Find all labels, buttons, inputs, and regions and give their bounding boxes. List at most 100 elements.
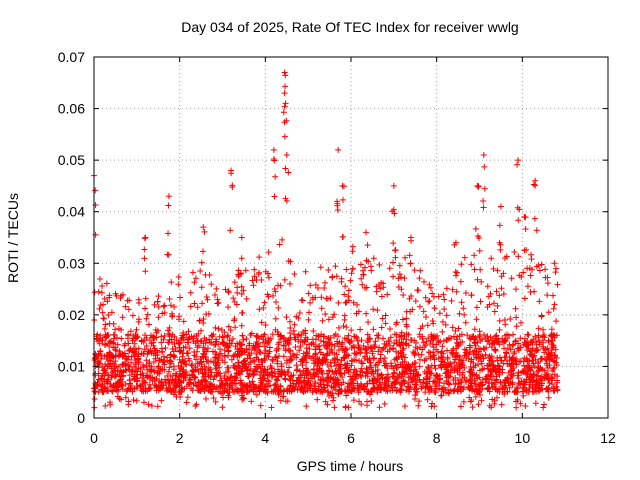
data-point bbox=[125, 356, 132, 363]
data-point bbox=[301, 337, 308, 344]
data-point bbox=[117, 367, 124, 374]
data-point bbox=[348, 344, 355, 351]
data-point bbox=[312, 351, 319, 358]
data-point bbox=[272, 326, 279, 333]
data-point bbox=[343, 392, 350, 399]
data-point bbox=[325, 374, 332, 381]
data-point bbox=[521, 247, 528, 254]
data-point bbox=[422, 294, 429, 301]
data-point bbox=[475, 183, 482, 190]
data-point bbox=[274, 360, 281, 367]
data-point bbox=[476, 391, 483, 398]
data-point bbox=[396, 341, 403, 348]
data-point bbox=[366, 377, 373, 384]
data-point bbox=[513, 404, 520, 411]
data-point bbox=[393, 331, 400, 338]
data-point bbox=[520, 269, 527, 276]
data-point bbox=[536, 298, 543, 305]
data-point bbox=[513, 384, 520, 391]
data-point bbox=[524, 331, 531, 338]
data-point bbox=[287, 258, 294, 265]
data-point bbox=[199, 370, 206, 377]
data-point bbox=[154, 298, 161, 305]
data-point bbox=[271, 193, 278, 200]
data-point bbox=[472, 342, 479, 349]
data-point bbox=[373, 385, 380, 392]
data-point bbox=[418, 383, 425, 390]
data-point bbox=[364, 388, 371, 395]
data-point bbox=[92, 187, 99, 194]
data-point bbox=[119, 291, 126, 298]
data-point bbox=[178, 384, 185, 391]
data-point bbox=[431, 388, 438, 395]
data-point bbox=[285, 347, 292, 354]
data-point bbox=[476, 247, 483, 254]
data-point bbox=[322, 310, 329, 317]
data-point bbox=[398, 380, 405, 387]
data-point bbox=[117, 377, 124, 384]
data-point bbox=[546, 380, 553, 387]
data-point bbox=[369, 350, 376, 357]
data-point bbox=[213, 351, 220, 358]
data-point bbox=[424, 322, 431, 329]
data-point bbox=[331, 404, 338, 411]
data-point bbox=[444, 386, 451, 393]
data-point bbox=[473, 316, 480, 323]
grid-lines bbox=[94, 57, 608, 418]
data-point bbox=[511, 350, 518, 357]
data-point bbox=[280, 342, 287, 349]
data-point bbox=[493, 288, 500, 295]
data-point bbox=[256, 361, 263, 368]
data-point bbox=[178, 363, 185, 370]
data-point bbox=[396, 370, 403, 377]
data-point bbox=[109, 361, 116, 368]
data-point bbox=[538, 373, 545, 380]
data-point bbox=[299, 356, 306, 363]
data-point bbox=[227, 227, 234, 234]
data-point bbox=[199, 248, 206, 255]
data-point bbox=[106, 353, 113, 360]
data-point bbox=[315, 359, 322, 366]
data-point bbox=[155, 314, 162, 321]
data-point bbox=[506, 384, 513, 391]
data-point bbox=[225, 347, 232, 354]
data-point bbox=[246, 340, 253, 347]
data-point bbox=[208, 339, 215, 346]
data-point bbox=[492, 347, 499, 354]
data-point bbox=[363, 380, 370, 387]
data-point bbox=[154, 403, 161, 410]
data-point bbox=[478, 381, 485, 388]
data-point bbox=[256, 254, 263, 261]
data-point bbox=[490, 265, 497, 272]
data-point bbox=[401, 358, 408, 365]
data-point bbox=[318, 305, 325, 312]
data-point bbox=[95, 351, 102, 358]
data-point bbox=[205, 364, 212, 371]
y-tick-label: 0.03 bbox=[58, 255, 85, 271]
data-point bbox=[123, 367, 130, 374]
data-point bbox=[484, 283, 491, 290]
data-point bbox=[112, 344, 119, 351]
data-point bbox=[540, 339, 547, 346]
data-point bbox=[146, 385, 153, 392]
data-point bbox=[550, 292, 557, 299]
data-point bbox=[231, 377, 238, 384]
data-point bbox=[171, 354, 178, 361]
data-point bbox=[374, 307, 381, 314]
data-point bbox=[403, 330, 410, 337]
data-point bbox=[231, 298, 238, 305]
data-point bbox=[113, 334, 120, 341]
data-point bbox=[302, 334, 309, 341]
data-point bbox=[501, 338, 508, 345]
x-tick-label: 0 bbox=[90, 430, 98, 446]
data-point bbox=[537, 376, 544, 383]
data-point bbox=[371, 375, 378, 382]
data-point bbox=[456, 353, 463, 360]
data-point bbox=[286, 318, 293, 325]
data-point bbox=[125, 398, 132, 405]
data-point bbox=[442, 370, 449, 377]
data-point bbox=[341, 316, 348, 323]
data-point bbox=[207, 382, 214, 389]
data-point bbox=[165, 339, 172, 346]
data-point bbox=[186, 377, 193, 384]
